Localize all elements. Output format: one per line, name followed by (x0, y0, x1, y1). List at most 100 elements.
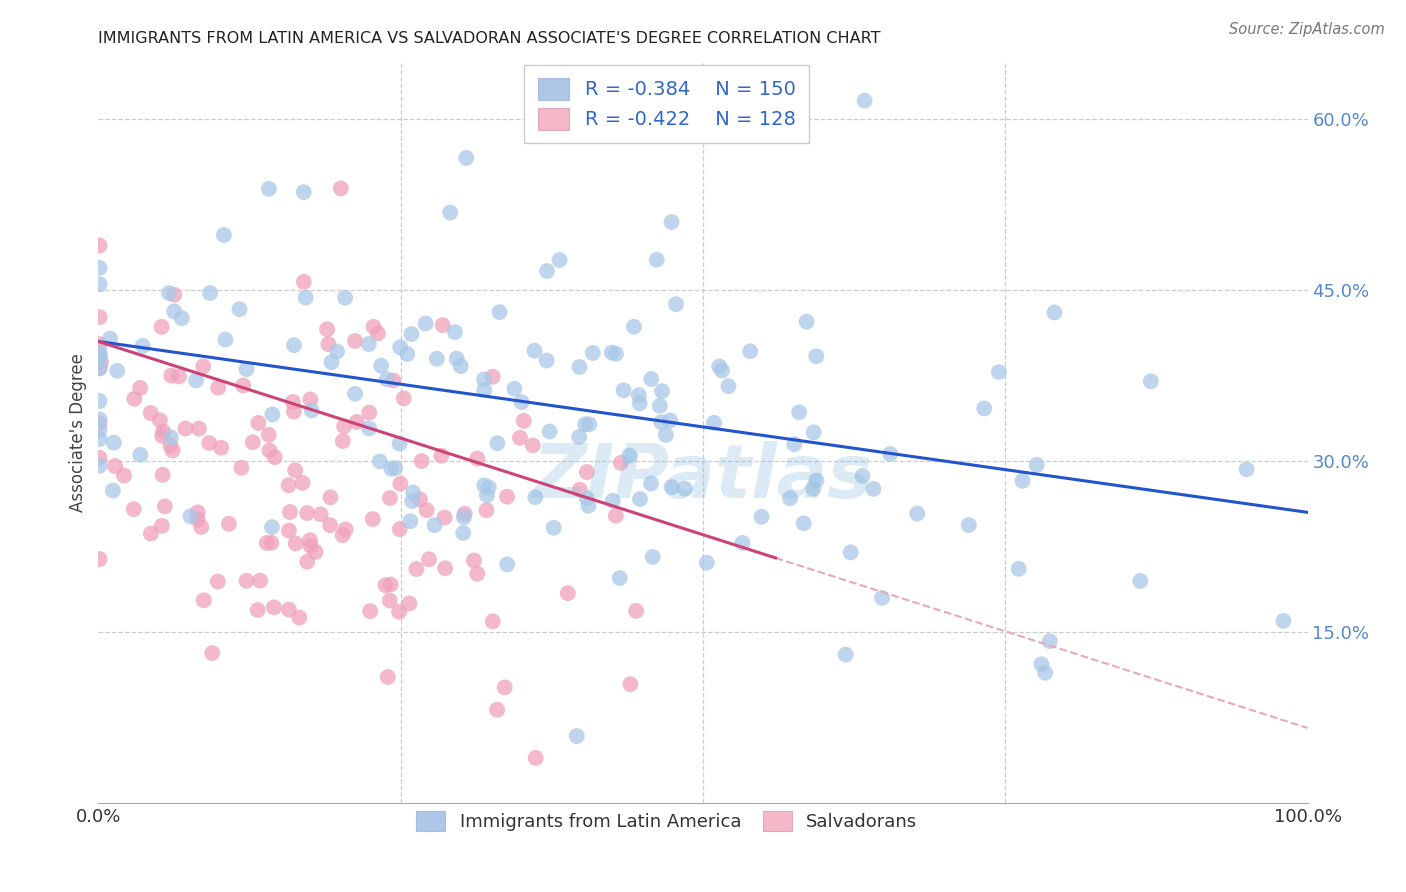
Point (295, 506, 318, 520)
Point (522, 438, 544, 452)
Point (488, 305, 510, 319)
Point (1033, 665, 1056, 680)
Point (423, 518, 446, 533)
Point (316, 322, 339, 336)
Point (523, 343, 546, 358)
Point (333, 291, 356, 305)
Point (278, 524, 301, 538)
Point (602, 493, 624, 508)
Point (170, 311, 193, 326)
Point (112, 468, 135, 483)
Point (218, 516, 240, 531)
Point (263, 600, 285, 615)
Point (834, 648, 856, 662)
Point (284, 463, 307, 477)
Point (783, 437, 806, 451)
Point (333, 419, 356, 434)
Point (751, 509, 773, 524)
Point (344, 386, 367, 401)
Point (655, 428, 678, 442)
Point (1025, 458, 1047, 472)
Point (575, 491, 598, 506)
Point (456, 151, 478, 165)
Point (104, 458, 127, 473)
Point (89, 348, 111, 362)
Point (319, 490, 342, 504)
Point (987, 365, 1010, 379)
Point (444, 325, 467, 339)
Point (152, 425, 174, 439)
Point (409, 492, 432, 507)
Point (703, 416, 725, 430)
Point (1011, 474, 1033, 488)
Point (98, 332, 121, 346)
Point (359, 405, 381, 419)
Point (801, 482, 824, 496)
Point (256, 536, 278, 550)
Point (1039, 634, 1062, 648)
Point (332, 528, 354, 542)
Point (624, 604, 647, 618)
Point (89, 458, 111, 473)
Point (103, 435, 125, 450)
Point (89, 350, 111, 364)
Point (418, 552, 440, 566)
Point (242, 435, 264, 450)
Point (380, 577, 402, 591)
Point (375, 372, 398, 386)
Point (568, 430, 591, 444)
Point (198, 436, 221, 450)
Point (209, 441, 232, 455)
Point (605, 508, 627, 523)
Point (659, 413, 682, 427)
Point (494, 681, 516, 695)
Point (357, 421, 380, 435)
Point (378, 593, 401, 607)
Point (486, 436, 509, 450)
Point (513, 414, 536, 428)
Point (198, 286, 221, 301)
Point (228, 302, 250, 317)
Point (1140, 374, 1163, 388)
Point (640, 372, 662, 386)
Point (359, 604, 381, 618)
Point (399, 514, 422, 528)
Point (536, 353, 558, 368)
Point (89, 450, 111, 465)
Point (405, 562, 427, 576)
Point (543, 521, 565, 535)
Legend: Immigrants from Latin America, Salvadorans: Immigrants from Latin America, Salvadora… (405, 800, 928, 842)
Point (249, 574, 271, 588)
Point (648, 399, 671, 413)
Point (187, 422, 209, 436)
Point (292, 275, 315, 289)
Point (89, 260, 111, 275)
Point (568, 359, 591, 374)
Point (673, 482, 696, 496)
Point (389, 340, 412, 354)
Point (207, 381, 229, 395)
Point (297, 555, 319, 569)
Point (696, 556, 718, 570)
Point (304, 545, 326, 559)
Point (259, 443, 281, 458)
Point (163, 287, 186, 301)
Point (578, 417, 600, 432)
Point (344, 334, 367, 348)
Point (475, 503, 498, 517)
Point (299, 533, 322, 548)
Point (619, 449, 641, 463)
Point (207, 574, 229, 589)
Point (160, 368, 183, 383)
Point (257, 182, 280, 196)
Point (600, 345, 623, 359)
Point (299, 392, 322, 407)
Point (396, 347, 419, 361)
Point (627, 388, 650, 402)
Point (453, 510, 475, 524)
Point (548, 253, 571, 268)
Point (1236, 462, 1258, 476)
Point (565, 729, 588, 743)
Point (650, 415, 672, 429)
Point (465, 566, 488, 581)
